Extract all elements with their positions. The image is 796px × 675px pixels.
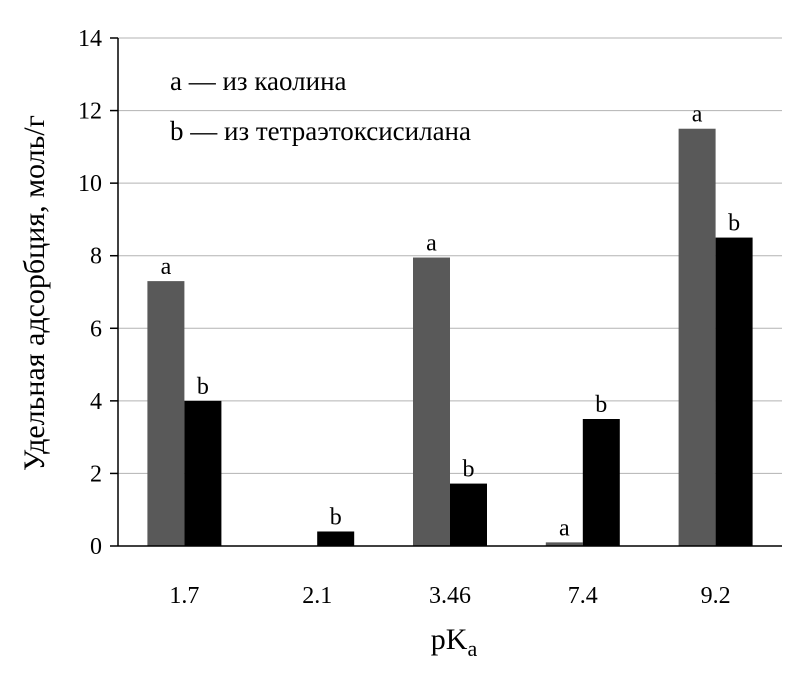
axes (110, 37, 782, 547)
y-axis-title: Удельная адсорбция, моль/г (18, 115, 51, 471)
y-tick-label-4: 4 (90, 389, 102, 415)
legend: a — из каолина b — из тетраэтоксисилана (170, 66, 471, 146)
bar-b-3.46 (450, 483, 487, 546)
bar-b-1.7 (184, 400, 222, 546)
y-tick-label-0: 0 (90, 534, 102, 560)
legend-entry-a: a — из каолина (170, 66, 347, 96)
x-tick-label-3.46: 3.46 (429, 583, 471, 609)
data-label-b-3.46: b (463, 457, 475, 483)
data-label-b-7.4: b (595, 392, 607, 418)
bar-b-7.4 (582, 419, 620, 546)
data-label-b-2.1: b (330, 504, 342, 530)
bars (147, 128, 753, 547)
bar-a-7.4 (545, 542, 583, 546)
y-tick-label-6: 6 (90, 316, 102, 342)
data-label-a-3.46: a (426, 231, 437, 257)
x-axis-title-subscript: a (467, 636, 477, 661)
bar-a-9.2 (678, 128, 716, 546)
y-tick-label-10: 10 (78, 171, 102, 197)
bar-b-2.1 (317, 531, 355, 546)
bar-a-1.7 (147, 281, 185, 546)
x-axis-title-main: pK (431, 623, 468, 656)
x-tick-label-7.4: 7.4 (568, 583, 598, 609)
x-tick-label-1.7: 1.7 (169, 583, 199, 609)
data-label-a-7.4: a (559, 515, 570, 541)
bar-b-9.2 (715, 237, 753, 547)
data-label-b-1.7: b (197, 374, 209, 400)
data-label-b-9.2: b (728, 211, 740, 237)
y-tick-label-12: 12 (78, 99, 102, 125)
x-tick-label-9.2: 9.2 (701, 583, 731, 609)
data-label-a-9.2: a (692, 102, 703, 128)
y-tick-label-14: 14 (78, 26, 102, 52)
y-tick-label-8: 8 (90, 244, 102, 270)
bar-a-3.46 (413, 257, 450, 546)
x-axis-title: pKa (431, 623, 478, 661)
labels: 0 2 4 6 8 10 12 14 a b 1.7 b 2.1 a b 3.46 a b 7.4 a b 9.2 (78, 26, 740, 609)
legend-entry-b: b — из тетраэтоксисилана (170, 116, 471, 146)
x-tick-label-2.1: 2.1 (302, 583, 332, 609)
y-tick-label-2: 2 (90, 461, 102, 487)
data-label-a-1.7: a (161, 254, 172, 280)
